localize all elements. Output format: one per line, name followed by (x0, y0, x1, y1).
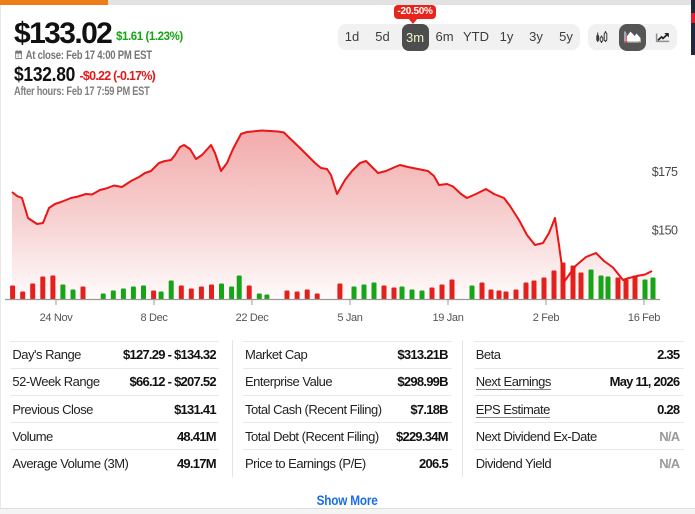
svg-text:24 Nov: 24 Nov (40, 312, 74, 324)
svg-text:8 Dec: 8 Dec (141, 312, 169, 324)
svg-text:5 Jan: 5 Jan (337, 312, 362, 324)
svg-text:2 Feb: 2 Feb (533, 312, 560, 324)
svg-text:$150: $150 (652, 224, 678, 238)
svg-text:19 Jan: 19 Jan (433, 312, 464, 324)
svg-text:16 Feb: 16 Feb (628, 312, 660, 324)
svg-text:$175: $175 (652, 165, 678, 179)
svg-text:22 Dec: 22 Dec (236, 312, 270, 324)
